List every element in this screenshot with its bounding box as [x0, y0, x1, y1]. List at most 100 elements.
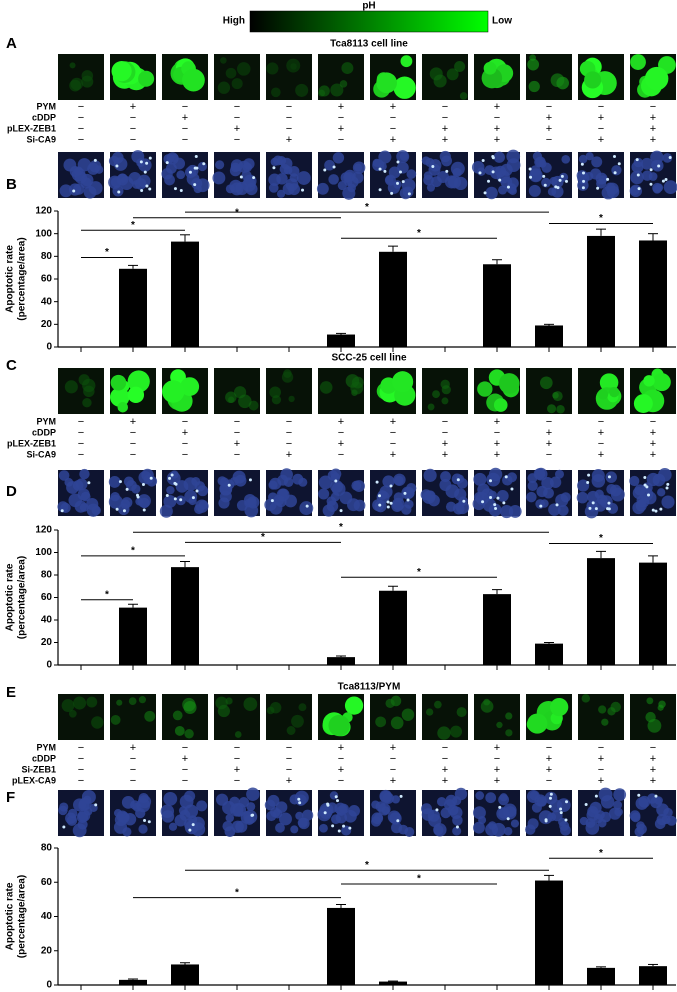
- treatment-sign: +: [494, 775, 500, 787]
- apoptotic-dot: [649, 168, 653, 172]
- apoptotic-dot: [94, 803, 98, 807]
- nucleus: [302, 809, 314, 821]
- cell: [82, 398, 92, 408]
- treatment-sign: −: [130, 449, 136, 461]
- treatment-sign: −: [130, 123, 136, 135]
- treatment-sign: +: [390, 134, 396, 146]
- treatment-sign: +: [598, 427, 604, 439]
- nucleus: [392, 497, 405, 511]
- nucleus: [166, 485, 175, 495]
- cell: [225, 391, 237, 404]
- micrograph: [421, 150, 468, 198]
- treatment-sign: −: [130, 753, 136, 765]
- apoptotic-dot: [87, 481, 91, 485]
- bar: [171, 241, 199, 347]
- nucleus: [270, 157, 279, 167]
- apoptotic-dot: [193, 183, 197, 187]
- micrograph: [160, 790, 208, 837]
- treatment-sign: +: [390, 742, 396, 754]
- apoptotic-dot: [478, 171, 482, 175]
- nucleus: [541, 177, 551, 188]
- nucleus: [191, 476, 201, 487]
- cell: [483, 61, 497, 75]
- treatment-sign: −: [442, 101, 448, 113]
- nucleus: [298, 477, 308, 487]
- apoptotic-dot: [170, 473, 174, 477]
- treatment-label: cDDP: [32, 753, 56, 763]
- treatment-sign: −: [234, 775, 240, 787]
- nucleus: [578, 154, 588, 164]
- cell: [505, 712, 513, 720]
- apoptotic-dot: [93, 158, 97, 162]
- apoptotic-dot: [596, 186, 600, 190]
- apoptotic-dot: [398, 170, 402, 174]
- cell: [138, 70, 155, 87]
- nucleus: [401, 178, 416, 193]
- apoptotic-dot: [498, 805, 502, 809]
- nucleus: [629, 184, 643, 198]
- apoptotic-dot: [560, 174, 564, 178]
- treatment-sign: −: [234, 134, 240, 146]
- treatment-sign: −: [494, 427, 500, 439]
- apoptotic-dot: [348, 826, 352, 830]
- micrograph: [318, 694, 364, 740]
- nucleus: [477, 167, 486, 176]
- apoptotic-dot: [227, 483, 231, 487]
- nucleus: [440, 471, 451, 483]
- bar: [379, 590, 407, 665]
- nucleus: [241, 170, 252, 181]
- treatment-sign: +: [494, 134, 500, 146]
- panel-title: Tca8113/PYM: [338, 682, 401, 693]
- nucleus: [179, 794, 194, 809]
- nucleus: [331, 814, 341, 825]
- apoptotic-dot: [168, 476, 172, 480]
- apoptotic-dot: [664, 178, 668, 182]
- apoptotic-dot: [491, 170, 495, 174]
- treatment-sign: −: [286, 112, 292, 124]
- nucleus: [316, 182, 329, 195]
- apoptotic-dot: [529, 175, 533, 179]
- cell: [290, 63, 297, 70]
- treatment-sign: −: [78, 427, 84, 439]
- nucleus: [219, 490, 232, 503]
- treatment-sign: −: [650, 416, 656, 428]
- treatment-sign: +: [598, 449, 604, 461]
- y-tick-label: 100: [35, 547, 52, 558]
- y-axis-label: Apoptotic rate: [5, 882, 16, 950]
- treatment-sign: +: [286, 449, 292, 461]
- apoptotic-dot: [612, 155, 616, 159]
- treatment-sign: −: [78, 449, 84, 461]
- cell: [295, 83, 309, 97]
- treatment-sign: +: [650, 438, 656, 450]
- y-axis-label: (percentage/area): [17, 875, 28, 958]
- apoptotic-dot: [543, 183, 547, 187]
- treatment-sign: −: [286, 438, 292, 450]
- apoptotic-dot: [165, 161, 169, 165]
- apoptotic-dot: [496, 496, 500, 500]
- treatment-sign: +: [442, 775, 448, 787]
- nucleus: [399, 152, 409, 161]
- y-axis-label: (percentage/area): [17, 556, 28, 639]
- apoptotic-dot: [125, 487, 129, 491]
- treatment-label: cDDP: [32, 112, 56, 122]
- cell: [646, 697, 654, 705]
- apoptotic-dot: [665, 486, 669, 490]
- apoptotic-dot: [506, 817, 510, 821]
- cell: [116, 699, 123, 706]
- apoptotic-dot: [326, 803, 330, 807]
- bar: [327, 657, 355, 665]
- nucleus: [284, 494, 297, 508]
- treatment-sign: −: [390, 753, 396, 765]
- apoptotic-dot: [115, 507, 119, 511]
- nucleus: [585, 818, 596, 828]
- treatment-sign: −: [182, 449, 188, 461]
- treatment-sign: −: [546, 134, 552, 146]
- micrograph: [110, 790, 156, 837]
- cell: [498, 373, 520, 394]
- apoptotic-dot: [334, 479, 338, 483]
- apoptotic-dot: [334, 795, 338, 799]
- apoptotic-dot: [173, 187, 177, 191]
- nucleus: [326, 500, 339, 512]
- micrograph: [472, 467, 522, 519]
- cell: [110, 374, 127, 391]
